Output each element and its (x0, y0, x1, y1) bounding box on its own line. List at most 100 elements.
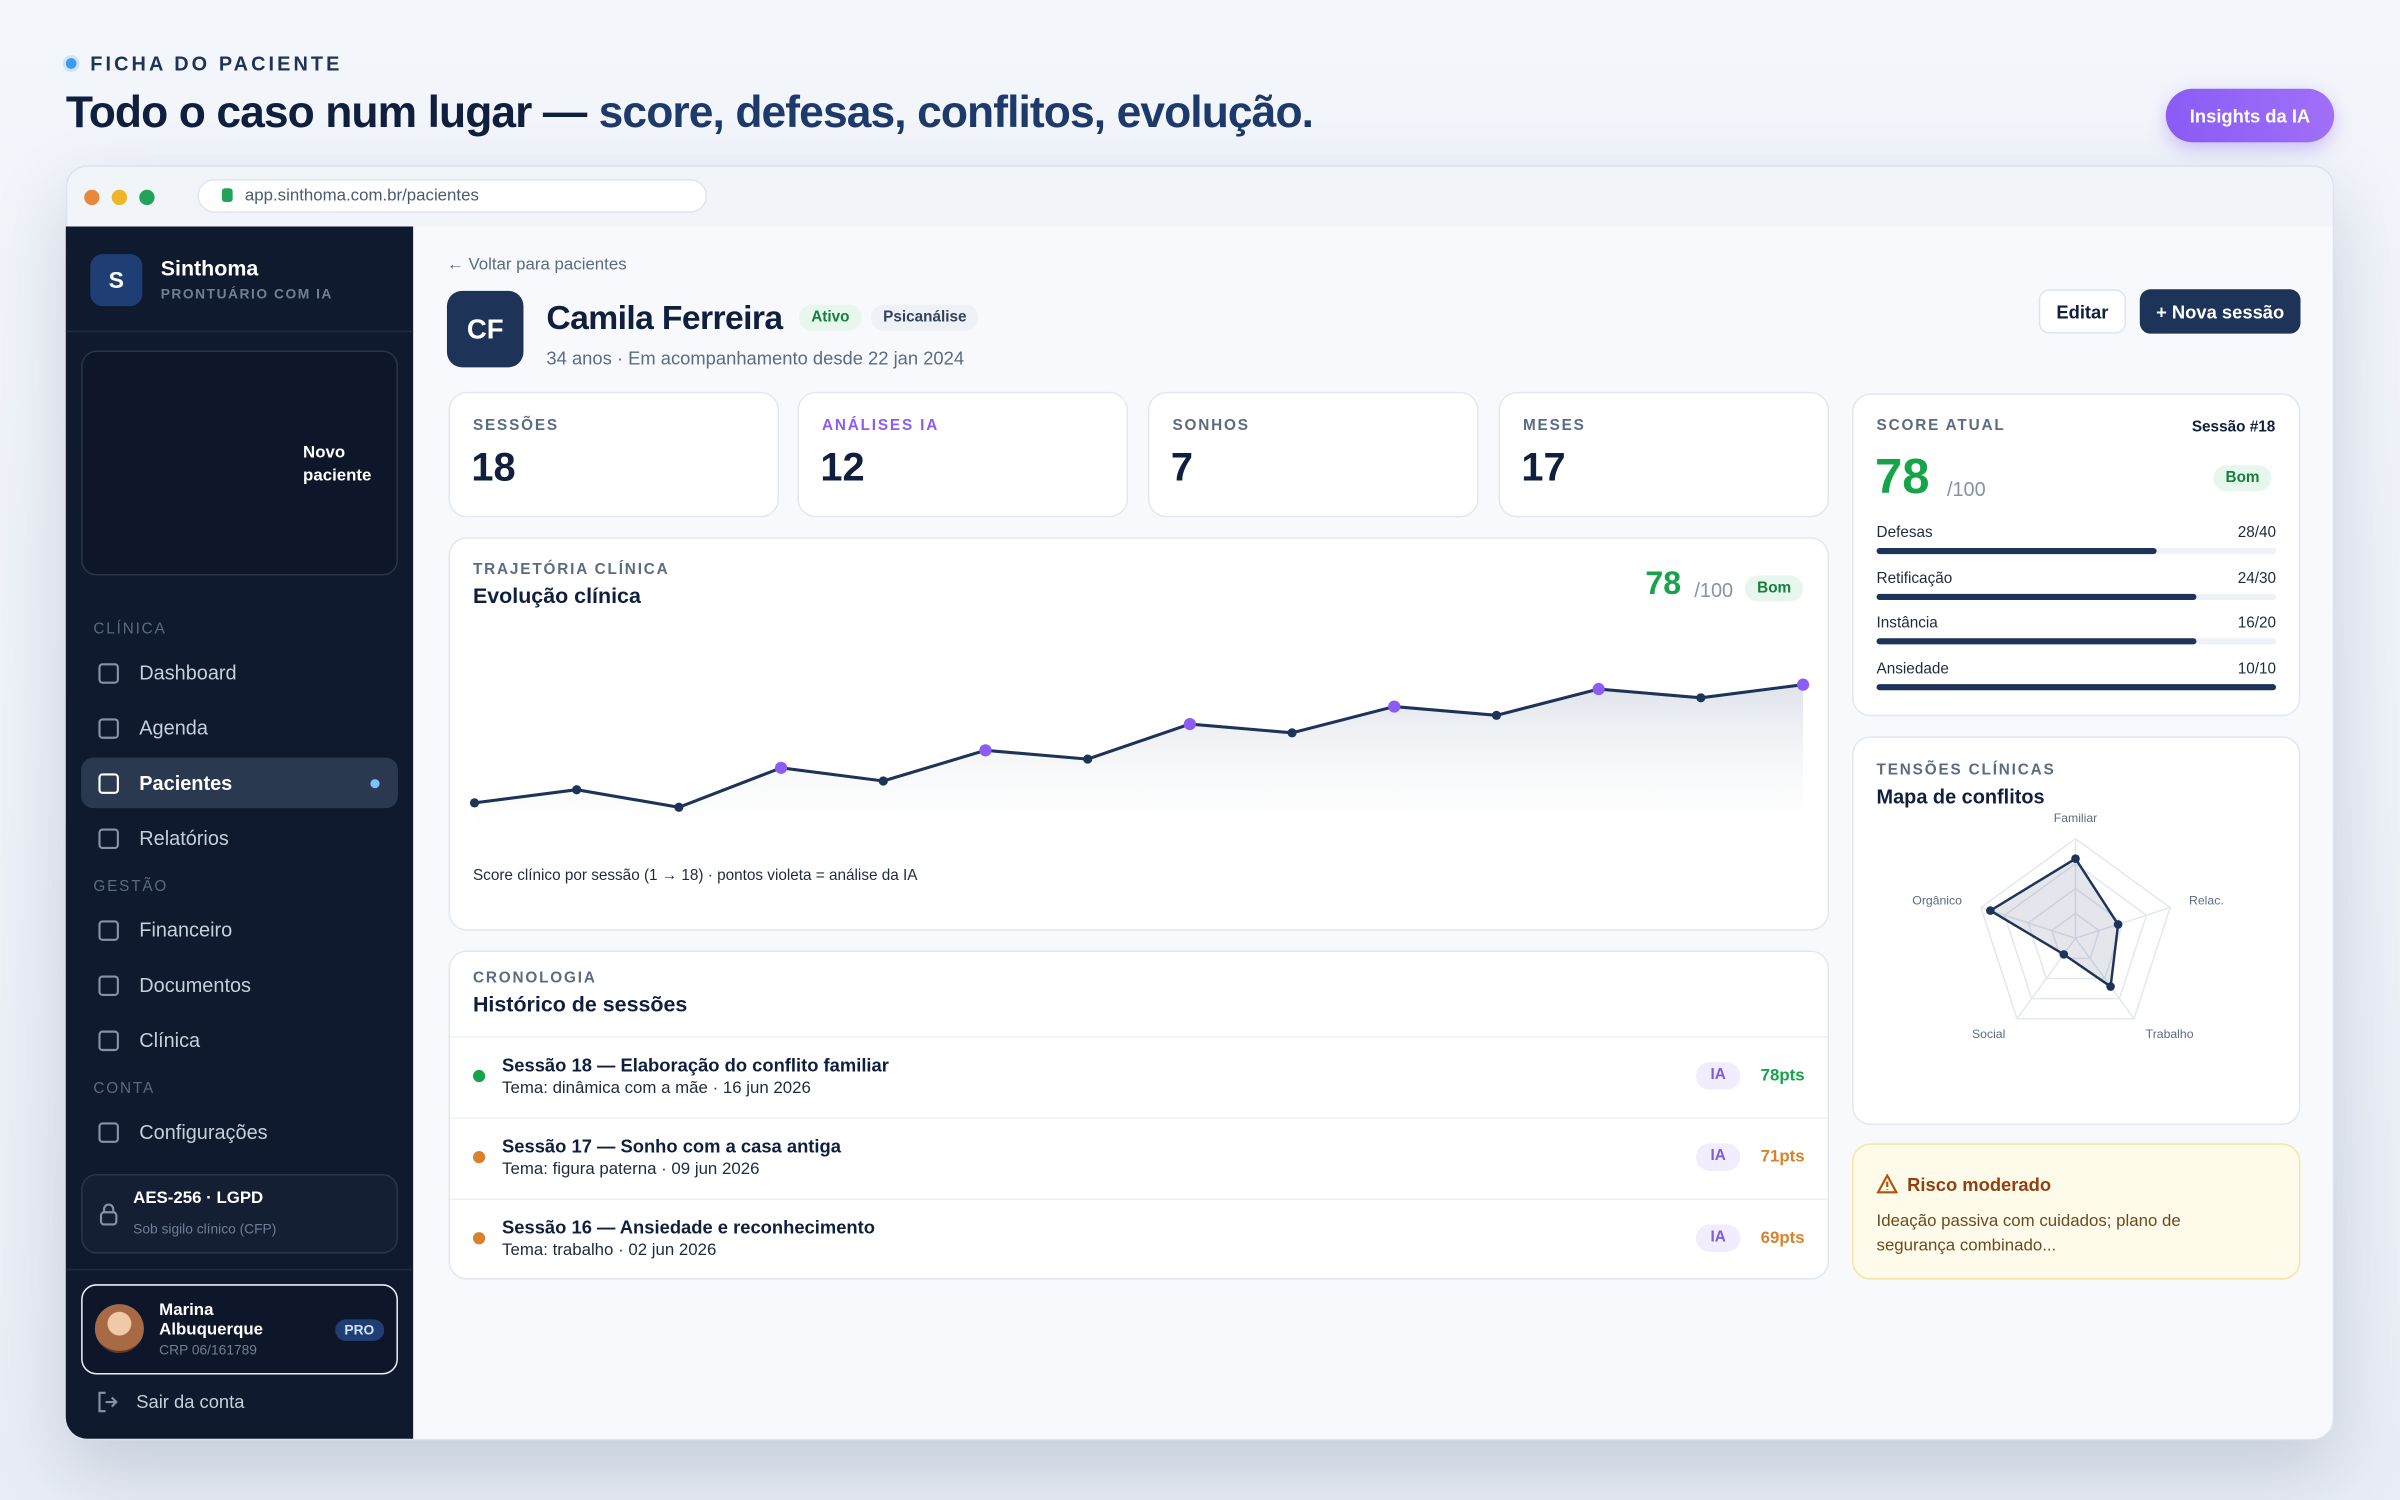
brand-logo: S (90, 254, 143, 307)
session-points: 69pts (1760, 1229, 1805, 1248)
nav-section: CONTA (93, 1080, 155, 1098)
point (469, 798, 480, 808)
radar-area (1987, 857, 2120, 989)
url-field[interactable]: app.sinthoma.com.br/pacientes (197, 179, 708, 213)
warning-icon (1876, 1173, 1898, 1194)
nav-label: Configurações (139, 1120, 268, 1144)
nav-item[interactable]: Financeiro (81, 905, 398, 956)
session-title: Sessão 16 — Ansiedade e reconhecimento (502, 1216, 875, 1239)
point (1491, 710, 1502, 720)
chart-score-max: /100 (1694, 578, 1734, 602)
edit-button[interactable]: Editar (2038, 289, 2127, 334)
user-name: Marina Albuquerque (159, 1301, 264, 1340)
bar (1876, 638, 2197, 645)
nav-icon-shape (98, 717, 119, 739)
stat-card (1147, 391, 1479, 518)
new-patient-box[interactable] (81, 350, 398, 576)
nav-icon (98, 827, 119, 849)
insights-button[interactable]: Insights da IA (2165, 88, 2335, 143)
ai-badge: IA (1695, 1062, 1741, 1090)
stat-value: 18 (471, 443, 516, 490)
nav-label: Financeiro (139, 918, 233, 942)
new-patient[interactable]: Novo paciente (303, 443, 372, 486)
back-link[interactable]: ← Voltar para pacientes (446, 255, 627, 274)
nav-item[interactable]: Relatórios (81, 813, 398, 864)
tag: Ativo (798, 304, 862, 331)
nav-item[interactable]: Clínica (81, 1015, 398, 1066)
logout[interactable]: Sair da conta (136, 1391, 245, 1413)
score-card (1852, 393, 2301, 717)
radar-point (1986, 906, 1995, 915)
patient-name: Camila Ferreira (546, 298, 783, 337)
status-dot (472, 1069, 486, 1083)
stat-label: ANÁLISES IA (821, 417, 940, 435)
timeline-eyebrow: CRONOLOGIA (472, 970, 597, 988)
headline-a: Todo o caso num lugar — (65, 88, 588, 138)
ai-point (979, 744, 992, 757)
brand: Sinthoma (160, 255, 259, 281)
radar-ring (2050, 912, 2101, 960)
nav-icon-shape (98, 974, 119, 996)
status-dot (472, 1232, 486, 1245)
headline-b: score, defesas, conflitos, evolução. (598, 88, 1314, 138)
status-dot (472, 1151, 486, 1164)
nav-item[interactable]: Pacientes (81, 757, 398, 809)
nav-item[interactable]: Documentos (81, 960, 398, 1011)
score-item-label: 24/30 (2237, 570, 2277, 587)
session-subtitle: Tema: dinâmica com a mãe · 16 jun 2026 (502, 1079, 811, 1098)
nav-item[interactable]: Agenda (81, 703, 398, 754)
score-item-name: Ansiedade (1876, 660, 1949, 678)
security-box (81, 1173, 398, 1254)
ai-point (1388, 700, 1401, 713)
nav-icon (98, 919, 119, 941)
radar-label: Relac. (2189, 894, 2224, 908)
stat-value: 17 (1521, 443, 1566, 490)
radar-spoke (2075, 906, 2171, 939)
point (572, 785, 582, 795)
nav-item[interactable]: Dashboard (81, 647, 398, 698)
point (878, 776, 888, 786)
new-session-button[interactable]: + Nova sessão (2139, 289, 2301, 334)
window-dot (111, 189, 128, 206)
line-chart (469, 678, 1810, 852)
chart-eyebrow: TRAJETÓRIA CLÍNICA (472, 561, 670, 579)
security-subtitle: Sob sigilo clínico (CFP) (133, 1221, 277, 1237)
alert-text: Ideação passiva com cuidados; plano de s… (1876, 1212, 2181, 1256)
nav-icon (98, 1121, 119, 1143)
nav: CLÍNICA Dashboard Agenda Pacientes Relatório… (81, 606, 398, 1162)
point (674, 802, 684, 812)
nav-icon (98, 974, 119, 996)
tag: Psicanálise (870, 304, 979, 331)
score-max: /100 (1946, 477, 1986, 501)
alert-title: Risco moderado (1907, 1173, 2052, 1196)
nav-icon-shape (98, 1121, 119, 1143)
ai-point (1183, 717, 1196, 731)
ai-point (774, 761, 788, 774)
radar-ring (2027, 887, 2124, 980)
nav-icon (98, 1029, 119, 1051)
radar-label: Familiar (2054, 811, 2098, 825)
nav-icon-shape (98, 1029, 119, 1051)
radar-label: Social (1972, 1027, 2005, 1041)
chart-status: Bom (1744, 575, 1804, 602)
nav-label: Documentos (139, 973, 251, 997)
radar-point (2113, 920, 2123, 929)
session-title: Sessão 17 — Sonho com a casa antiga (502, 1135, 841, 1158)
bar (1876, 593, 2197, 600)
nav-icon-shape (98, 919, 119, 941)
radar-ring (1979, 837, 2172, 1020)
radar-label: Orgânico (1912, 894, 1962, 908)
row-divider (449, 1117, 1828, 1119)
stat-label: SESSÕES (472, 417, 559, 435)
nav-label: Relatórios (139, 826, 229, 850)
lock-icon (99, 1203, 118, 1226)
logout-icon (98, 1391, 118, 1413)
nav-item[interactable]: Configurações (81, 1107, 398, 1158)
patient-avatar: CF (446, 290, 524, 368)
radar-spoke (2074, 937, 2135, 1020)
radar-label: Trabalho (2146, 1027, 2194, 1041)
bar (1876, 683, 2277, 690)
radar-chart: Familiar Relac. Trabalho Social Orgânico (1912, 811, 2224, 1041)
point (1696, 693, 1706, 703)
